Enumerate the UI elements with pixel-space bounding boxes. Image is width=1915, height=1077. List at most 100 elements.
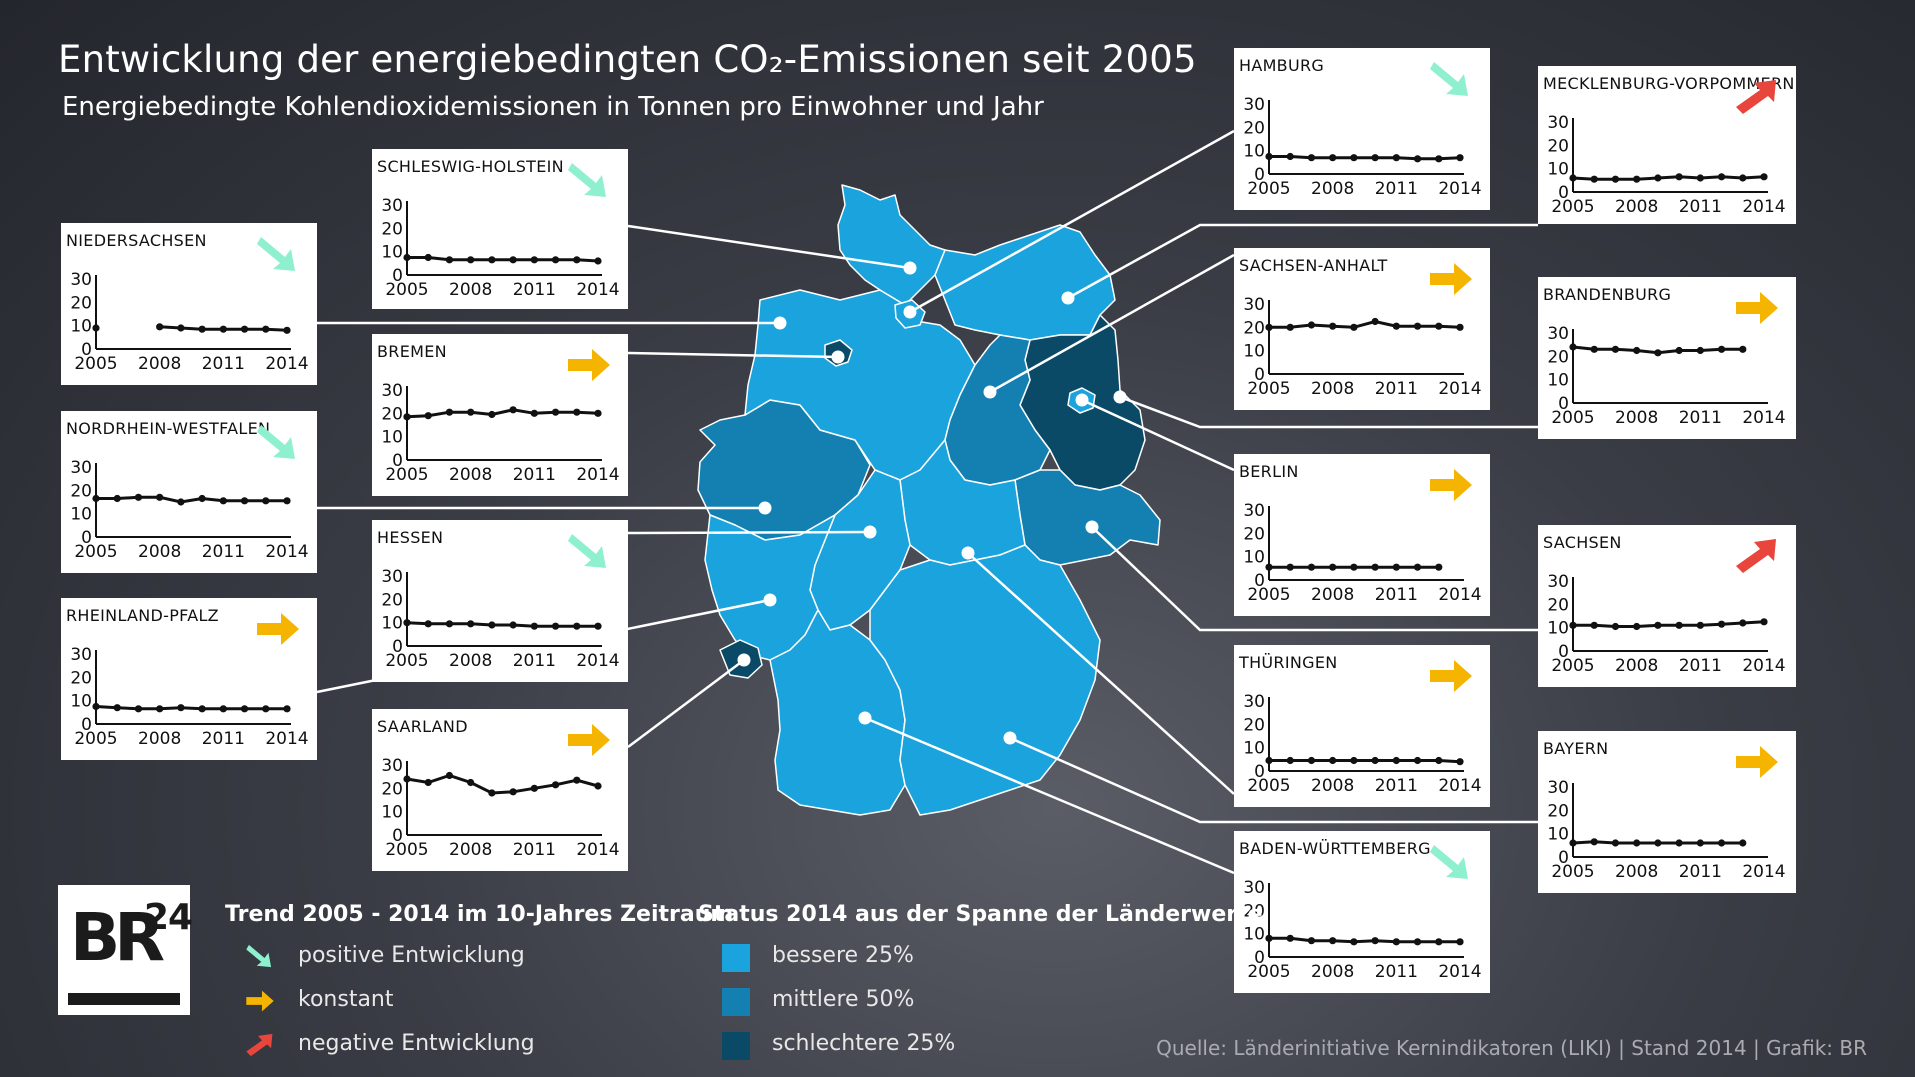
x-tick-label: 2014 bbox=[265, 354, 308, 374]
x-tick-label: 2008 bbox=[449, 840, 492, 860]
arrow-down-right-icon bbox=[1430, 62, 1468, 96]
data-point bbox=[573, 622, 581, 630]
data-point bbox=[1675, 621, 1683, 629]
panel-title: NIEDERSACHSEN bbox=[66, 231, 207, 250]
x-tick-label: 2014 bbox=[1438, 585, 1481, 605]
data-point bbox=[1456, 758, 1464, 766]
x-tick-label: 2014 bbox=[265, 729, 308, 749]
data-point bbox=[1569, 343, 1577, 351]
data-point bbox=[1371, 563, 1379, 571]
data-point bbox=[1265, 756, 1273, 765]
y-tick-label: 30 bbox=[1243, 95, 1265, 115]
data-point bbox=[1456, 154, 1464, 162]
data-point bbox=[1633, 175, 1641, 183]
data-point bbox=[177, 324, 185, 332]
line-chart: 0 10 20 30 2005 2008 2011 2014 bbox=[70, 645, 308, 749]
panel-sachsen: SACHSEN 0 10 20 30 2005 2008 2011 2014 bbox=[1538, 525, 1796, 687]
x-tick-label: 2005 bbox=[385, 840, 428, 860]
data-point bbox=[1307, 321, 1316, 329]
y-tick-label: 20 bbox=[1547, 347, 1569, 367]
data-point bbox=[424, 412, 432, 420]
y-tick-label: 10 bbox=[381, 243, 403, 263]
line-chart: 0 10 20 30 2005 2008 2011 2014 bbox=[70, 270, 308, 374]
arrow-right-icon bbox=[246, 990, 274, 1012]
swatch-middle bbox=[722, 988, 750, 1016]
line-chart: 0 10 20 30 2005 2008 2011 2014 bbox=[1243, 95, 1481, 199]
series-line bbox=[1573, 620, 1765, 628]
arrow-up-right-icon bbox=[1736, 539, 1776, 573]
series-line bbox=[407, 256, 599, 263]
data-point bbox=[445, 771, 454, 780]
data-point bbox=[240, 705, 249, 713]
y-tick-label: 0 bbox=[81, 340, 92, 360]
data-point bbox=[1569, 839, 1577, 847]
y-tick-label: 10 bbox=[70, 317, 92, 337]
data-point bbox=[1696, 346, 1704, 355]
data-point bbox=[1350, 938, 1358, 946]
data-point bbox=[1307, 563, 1316, 571]
x-tick-label: 2011 bbox=[1375, 379, 1418, 399]
legend-better-label: bessere 25% bbox=[772, 943, 914, 968]
series-line bbox=[406, 621, 598, 628]
data-point bbox=[403, 253, 411, 262]
data-point bbox=[445, 620, 454, 628]
data-point bbox=[113, 704, 121, 712]
y-tick-label: 30 bbox=[1547, 324, 1569, 344]
chart-title: Entwicklung der energiebedingten CO₂-Emi… bbox=[58, 38, 1197, 81]
line-chart: 0 10 20 30 2005 2008 2011 2014 bbox=[381, 196, 619, 300]
y-tick-label: 30 bbox=[70, 458, 92, 478]
x-tick-label: 2014 bbox=[1438, 962, 1481, 982]
y-tick-label: 10 bbox=[1243, 739, 1265, 759]
data-point bbox=[1392, 322, 1400, 330]
panel-saarland: SAARLAND 0 10 20 30 2005 2008 2011 2014 bbox=[372, 709, 628, 871]
leader-line bbox=[909, 129, 1235, 314]
x-tick-label: 2008 bbox=[1311, 962, 1354, 982]
state-marker bbox=[903, 261, 917, 275]
x-tick-label: 2011 bbox=[1375, 962, 1418, 982]
data-point bbox=[594, 622, 602, 630]
y-tick-label: 30 bbox=[1243, 878, 1265, 898]
y-tick-label: 0 bbox=[1558, 642, 1569, 662]
x-tick-label: 2008 bbox=[138, 542, 181, 562]
data-point bbox=[198, 325, 206, 333]
state-bayern bbox=[869, 544, 1101, 816]
x-tick-label: 2008 bbox=[138, 729, 181, 749]
panel-berlin: BERLIN 0 10 20 30 2005 2008 2011 2014 bbox=[1234, 454, 1490, 616]
data-point bbox=[1371, 317, 1379, 326]
data-point bbox=[1675, 839, 1683, 847]
data-point bbox=[1392, 154, 1400, 162]
data-point bbox=[509, 788, 517, 796]
x-tick-label: 2011 bbox=[1679, 408, 1722, 428]
data-point bbox=[92, 702, 100, 711]
state-marker bbox=[773, 316, 787, 330]
y-tick-label: 10 bbox=[381, 614, 403, 634]
data-point bbox=[467, 256, 475, 264]
chart-subtitle: Energiebedingte Kohlendioxidemissionen i… bbox=[62, 92, 1044, 122]
y-tick-label: 0 bbox=[392, 826, 403, 846]
y-tick-label: 30 bbox=[1547, 778, 1569, 798]
panel-baden-wurttemberg: BADEN-WÜRTTEMBERG 0 10 20 30 2005 2008 2011 2014 bbox=[1234, 831, 1490, 993]
data-point bbox=[134, 705, 143, 713]
data-point bbox=[1717, 839, 1726, 847]
y-tick-label: 0 bbox=[1558, 394, 1569, 414]
data-point bbox=[177, 704, 185, 712]
arrow-right-icon bbox=[1736, 292, 1778, 324]
y-tick-label: 0 bbox=[1558, 848, 1569, 868]
arrow-down-right-icon bbox=[246, 944, 272, 968]
swatch-better bbox=[722, 944, 750, 972]
y-tick-label: 0 bbox=[1254, 365, 1265, 385]
data-point bbox=[1392, 938, 1400, 946]
data-point bbox=[1717, 620, 1726, 628]
arrow-down-right-icon bbox=[568, 163, 606, 197]
data-point bbox=[198, 494, 206, 503]
data-point bbox=[594, 257, 602, 265]
state-marker bbox=[961, 546, 975, 560]
x-tick-label: 2014 bbox=[265, 542, 308, 562]
data-point bbox=[551, 622, 560, 630]
x-tick-label: 2008 bbox=[1615, 197, 1658, 217]
data-point bbox=[1739, 619, 1747, 627]
arrow-down-right-icon bbox=[257, 237, 295, 271]
data-point bbox=[1654, 839, 1662, 847]
y-tick-label: 30 bbox=[1547, 113, 1569, 133]
arrow-right-icon bbox=[568, 349, 610, 381]
